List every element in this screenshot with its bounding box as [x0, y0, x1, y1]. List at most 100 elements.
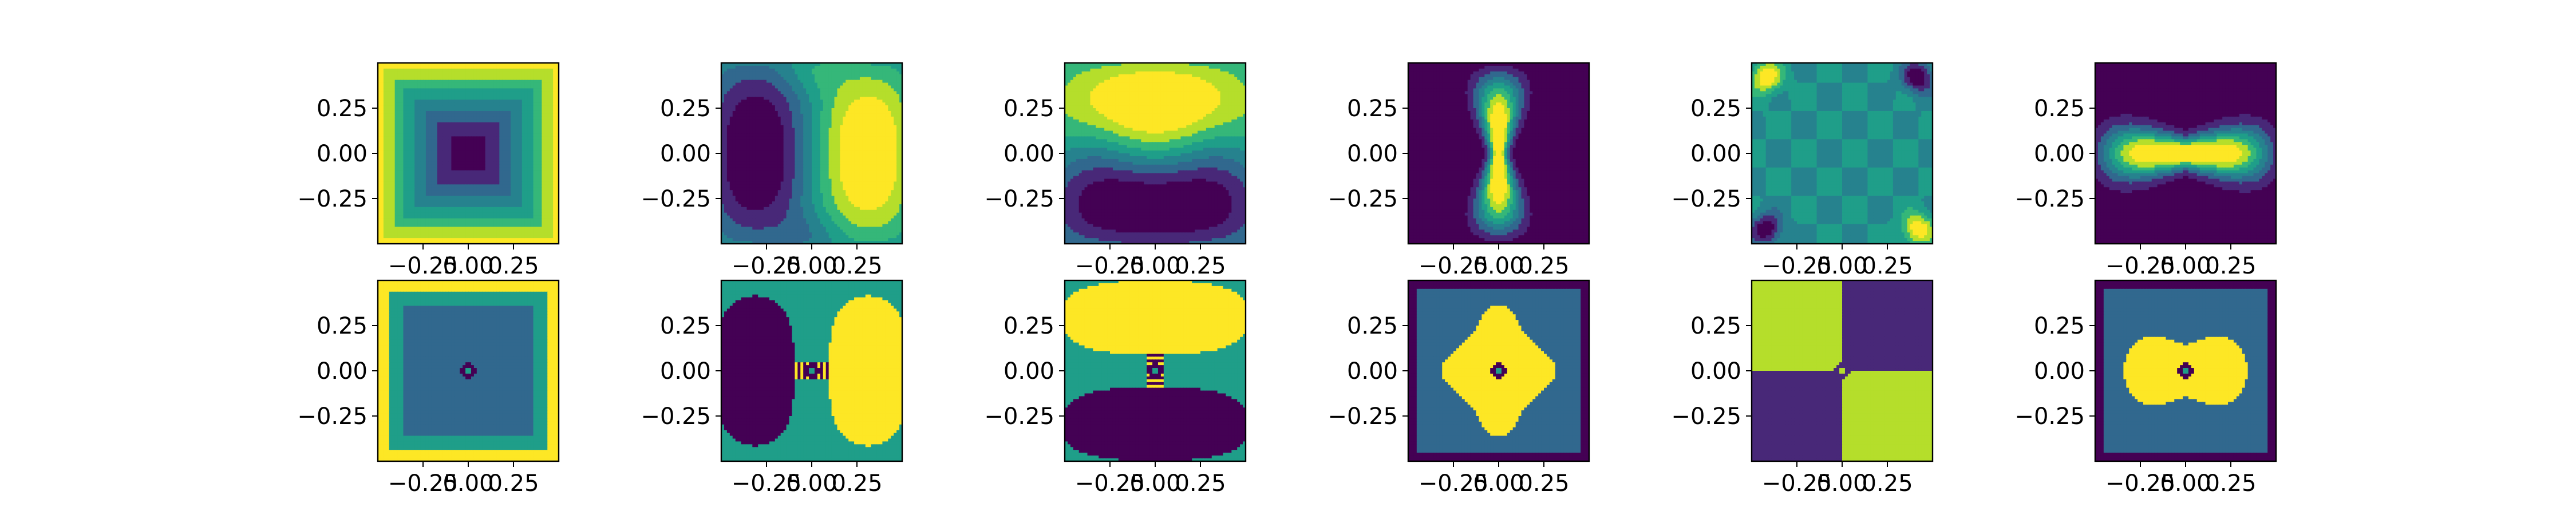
contour-cell [553, 139, 556, 142]
contour-cell [463, 110, 466, 114]
contour-cell [499, 110, 503, 114]
contour-cell [442, 82, 447, 86]
contour-cell [431, 139, 435, 142]
contour-cell [556, 63, 559, 66]
contour-cell [409, 218, 412, 222]
contour-cell [550, 238, 554, 241]
contour-cell [496, 164, 500, 168]
contour-cell [521, 130, 526, 134]
contour-cell [465, 153, 469, 157]
contour-cell [533, 159, 537, 163]
contour-cell [496, 193, 500, 196]
contour-cell [823, 94, 827, 97]
contour-cell [777, 88, 781, 92]
contour-cell [823, 88, 827, 92]
contour-cell [732, 80, 736, 84]
contour-cell [496, 108, 500, 112]
contour-cell [437, 139, 441, 142]
contour-cell [524, 108, 528, 112]
contour-cell [468, 156, 472, 160]
contour-cell [550, 130, 554, 134]
contour-cell [431, 100, 435, 103]
contour-cell [502, 150, 505, 154]
contour-cell [454, 68, 457, 72]
contour-cell [488, 128, 492, 132]
contour-cell [508, 128, 511, 132]
contour-cell [423, 85, 426, 89]
contour-cell [767, 88, 770, 92]
contour-cell [488, 229, 492, 233]
contour-cell [513, 156, 517, 160]
contour-cell [383, 102, 387, 106]
contour-cell [524, 224, 528, 227]
contour-cell [476, 153, 480, 157]
contour-cell [524, 218, 528, 222]
contour-cell [451, 212, 455, 216]
contour-cell [412, 136, 415, 140]
contour-cell [392, 232, 396, 236]
contour-cell [420, 209, 424, 213]
contour-cell [547, 97, 551, 100]
contour-cell [414, 176, 418, 180]
contour-cell [420, 139, 424, 142]
contour-cell [553, 91, 556, 94]
contour-cell [392, 150, 396, 154]
contour-cell [400, 119, 404, 123]
contour-cell [460, 218, 463, 222]
contour-cell [394, 100, 398, 103]
contour-cell [732, 77, 736, 81]
contour-cell [874, 80, 878, 84]
contour-cell [440, 179, 444, 182]
contour-cell [547, 181, 551, 185]
contour-cell [846, 77, 849, 81]
contour-cell [386, 181, 390, 185]
contour-cell [437, 207, 441, 211]
contour-cell [397, 204, 401, 208]
contour-cell [491, 201, 495, 205]
contour-cell [891, 68, 894, 72]
contour-cell [879, 63, 883, 66]
contour-cell [473, 212, 477, 216]
contour-cell [536, 167, 540, 171]
contour-cell [482, 110, 486, 114]
contour-cell [457, 196, 460, 199]
contour-cell [499, 133, 503, 137]
contour-cell [386, 63, 390, 66]
contour-cell [521, 159, 526, 163]
contour-cell [412, 150, 415, 154]
contour-cell [547, 196, 551, 199]
contour-cell [451, 100, 455, 103]
contour-cell [425, 145, 429, 148]
contour-field [378, 63, 559, 244]
contour-cell [786, 85, 790, 89]
contour-cell [524, 97, 528, 100]
contour-cell [550, 164, 554, 168]
contour-cell [457, 68, 460, 72]
contour-cell [428, 116, 432, 120]
contour-cell [448, 130, 452, 134]
contour-cell [761, 94, 764, 97]
contour-cell [403, 218, 406, 222]
contour-cell [485, 184, 489, 188]
contour-cell [741, 88, 745, 92]
contour-cell [417, 176, 421, 180]
contour-cell [758, 91, 761, 94]
contour-cell [389, 153, 393, 157]
contour-cell [454, 91, 457, 94]
contour-cell [460, 119, 463, 123]
contour-cell [493, 85, 497, 89]
contour-cell [437, 164, 441, 168]
contour-cell [468, 187, 472, 191]
contour-cell [392, 139, 396, 142]
contour-cell [383, 196, 387, 199]
contour-cell [539, 122, 542, 126]
contour-cell [434, 241, 438, 244]
contour-cell [735, 74, 739, 78]
contour-cell [496, 148, 500, 151]
contour-cell [846, 65, 849, 69]
contour-cell [403, 113, 406, 117]
contour-cell [491, 113, 495, 117]
contour-cell [868, 65, 872, 69]
contour-cell [383, 199, 387, 202]
contour-cell [434, 145, 438, 148]
